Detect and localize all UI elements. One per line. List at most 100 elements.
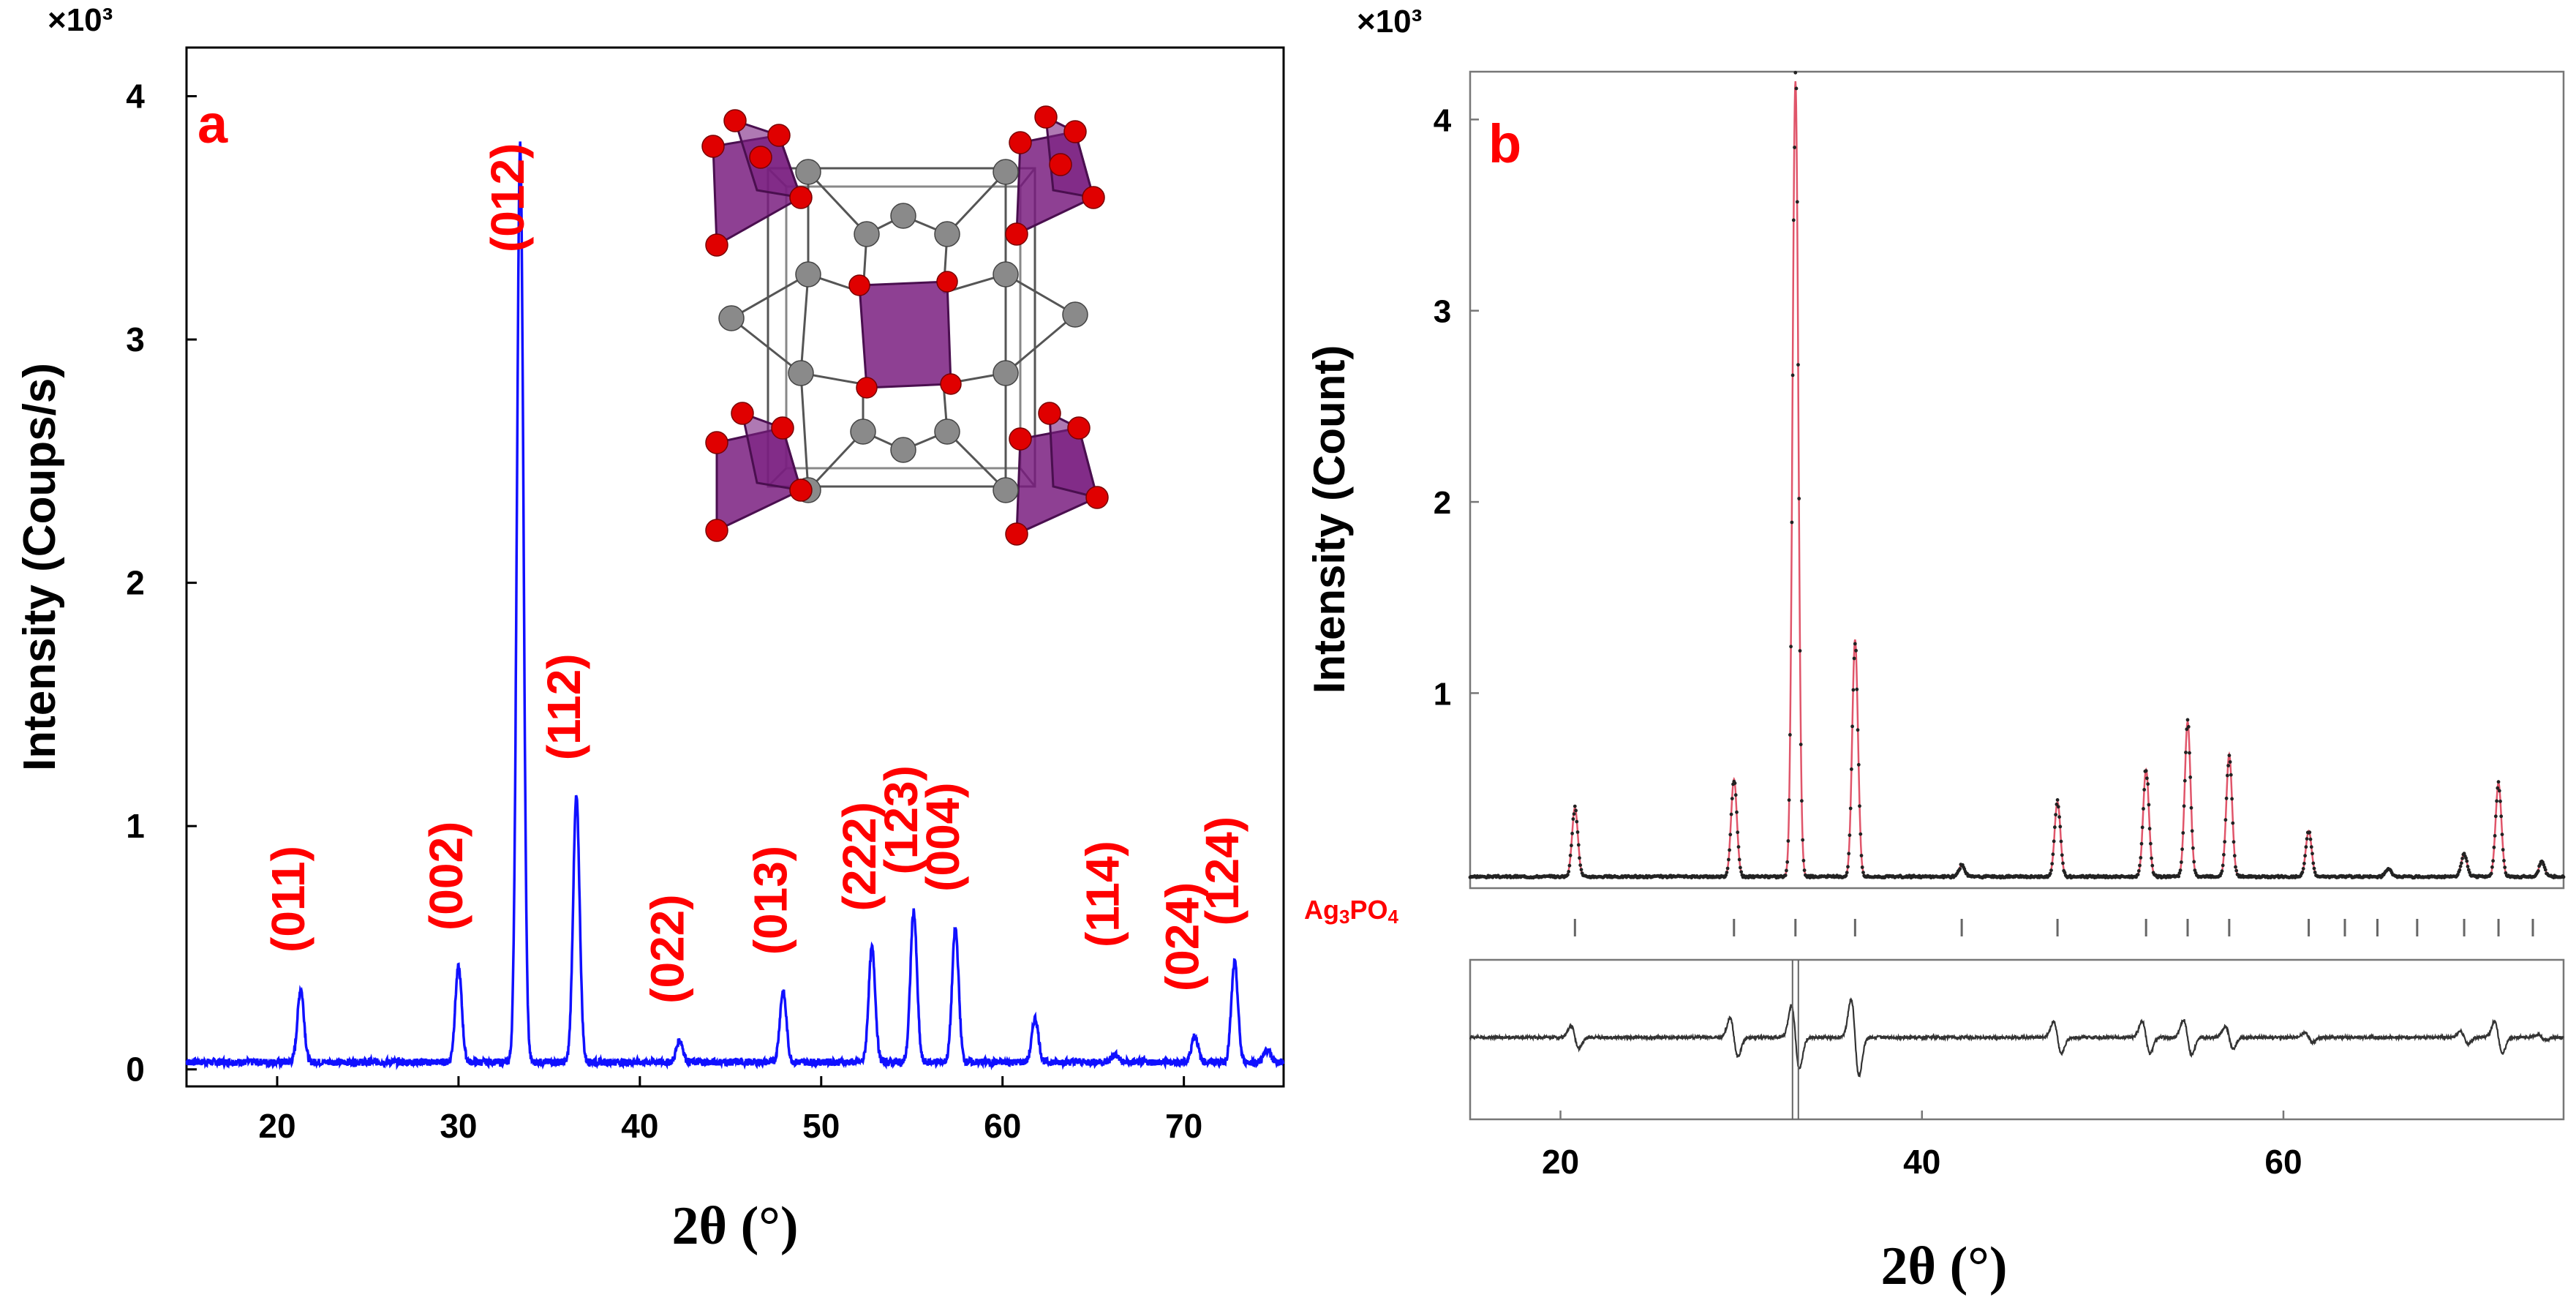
panel-a-plot-area xyxy=(185,141,1285,1070)
observed-point xyxy=(2301,867,2305,871)
observed-point xyxy=(2147,827,2152,831)
observed-point xyxy=(2496,780,2501,784)
hkl-label: (124) xyxy=(1196,816,1249,925)
observed-point xyxy=(2177,874,2181,879)
panel-a-y-tick-label: 2 xyxy=(126,564,145,602)
phase-label-sub3: 3 xyxy=(1339,906,1349,928)
observed-point xyxy=(1799,743,1803,746)
observed-point xyxy=(2302,861,2306,865)
observed-point xyxy=(2222,852,2226,857)
observed-point xyxy=(2231,821,2235,825)
observed-point xyxy=(1783,874,1788,877)
panel-b-x-ticks: 20 40 60 xyxy=(1542,1111,2302,1181)
observed-point xyxy=(1730,797,1734,800)
observed-point xyxy=(1733,793,1738,797)
observed-point xyxy=(1850,767,1853,771)
observed-point xyxy=(2502,859,2506,863)
observed-point xyxy=(2491,859,2496,863)
observed-point xyxy=(1735,810,1739,814)
observed-point xyxy=(2139,841,2144,846)
observed-point xyxy=(2188,751,2191,755)
observed-point xyxy=(1795,200,1799,204)
observed-point xyxy=(1737,857,1741,862)
observed-point xyxy=(1787,798,1791,802)
observed-point xyxy=(1796,363,1800,367)
observed-point xyxy=(1578,863,1583,867)
observed-point xyxy=(1739,865,1742,870)
panel-a-x-axis-label: 2θ (°) xyxy=(671,1196,798,1256)
panel-a-x-tick-label: 30 xyxy=(440,1107,477,1145)
observed-point xyxy=(1791,218,1796,222)
observed-point xyxy=(2495,799,2499,803)
panel-b-y-tick-label: 2 xyxy=(1434,485,1451,521)
crystal-structure-icon xyxy=(701,105,1109,546)
panel-a-frame xyxy=(185,46,1285,1088)
observed-point xyxy=(1739,870,1744,874)
difference-line xyxy=(1469,997,2564,1078)
observed-point xyxy=(2304,845,2308,849)
observed-point xyxy=(1958,867,1962,871)
observed-point xyxy=(2146,782,2150,786)
observed-point xyxy=(2309,845,2313,849)
observed-point xyxy=(2144,769,2148,773)
observed-point xyxy=(2232,840,2236,844)
observed-point xyxy=(1736,830,1740,835)
observed-point xyxy=(1785,860,1790,864)
observed-point xyxy=(2139,856,2143,860)
observed-point xyxy=(2138,863,2142,868)
observed-point xyxy=(1786,839,1790,843)
observed-point xyxy=(1854,648,1858,653)
observed-point xyxy=(1802,868,1807,872)
hkl-label: (011) xyxy=(262,846,315,953)
observed-point xyxy=(2223,840,2227,844)
observed-point xyxy=(1848,806,1853,811)
observed-point xyxy=(1858,832,1863,836)
observed-point xyxy=(2221,863,2225,868)
hkl-label: (022) xyxy=(641,894,693,1003)
panel-a-y-tick-label: 3 xyxy=(126,320,145,358)
observed-point xyxy=(2060,853,2064,857)
observed-point xyxy=(1789,645,1793,649)
observed-point xyxy=(2050,862,2055,865)
observed-point xyxy=(1860,865,1864,869)
panel-a-hkl-annotations: (011) (002) (012) (112) (022) (013) (222)(123)… xyxy=(262,143,1249,1004)
observed-point xyxy=(1844,874,1848,878)
observed-point xyxy=(1856,762,1861,767)
observed-point xyxy=(2561,875,2566,879)
observed-point xyxy=(2226,773,2229,778)
panel-b-x-tick-label: 60 xyxy=(2264,1143,2302,1181)
observed-point xyxy=(1575,830,1580,834)
observed-point xyxy=(1790,520,1794,525)
panel-a-x-ticks: 20 30 40 50 60 70 xyxy=(258,1076,1202,1145)
observed-point xyxy=(2056,805,2060,809)
observed-point xyxy=(1788,733,1792,737)
observed-point xyxy=(1793,146,1797,149)
panel-b-x-axis-label: 2θ (°) xyxy=(1880,1236,2007,1296)
hkl-label-text: (002) xyxy=(420,822,472,931)
observed-point xyxy=(2497,789,2501,793)
observed-point xyxy=(2501,848,2505,852)
observed-point xyxy=(2460,861,2463,865)
observed-point xyxy=(1798,649,1802,653)
observed-point xyxy=(2055,803,2059,806)
observed-point xyxy=(2059,839,2063,844)
observed-point xyxy=(2230,797,2234,801)
panel-b-y-axis-label: Intensity (Count) xyxy=(1305,345,1354,694)
observed-point xyxy=(2466,865,2470,868)
observed-point xyxy=(2183,778,2187,783)
observed-point xyxy=(1850,724,1855,729)
panel-a-xrd-pattern-line xyxy=(185,141,1285,1070)
observed-point xyxy=(2305,837,2309,841)
observed-point xyxy=(2308,830,2312,835)
observed-point xyxy=(2224,796,2229,800)
observed-point xyxy=(2496,786,2500,790)
observed-point xyxy=(1724,873,1728,877)
observed-point xyxy=(1574,808,1578,813)
observed-point xyxy=(2232,854,2237,858)
observed-point xyxy=(2458,864,2463,868)
panel-a-x-tick-label: 20 xyxy=(258,1107,295,1145)
panel-a-y-tick-label: 0 xyxy=(126,1051,145,1089)
observed-point xyxy=(1567,870,1571,874)
hkl-label: (123) xyxy=(875,765,927,874)
